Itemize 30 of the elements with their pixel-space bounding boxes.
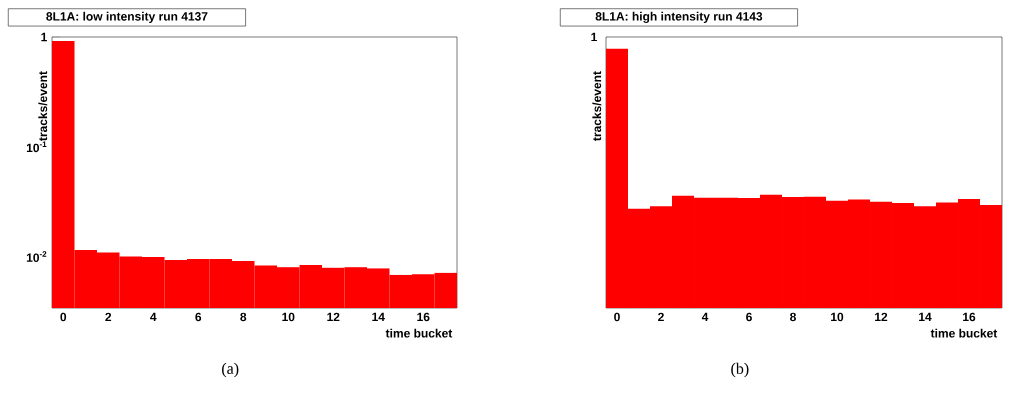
x-tick-label: 8 bbox=[790, 312, 796, 322]
x-tick-label: 12 bbox=[875, 312, 888, 322]
chart-title: 8L1A: high intensity run 4143 bbox=[595, 11, 763, 24]
y-axis-title: tracks/event bbox=[38, 71, 48, 141]
text: (a) bbox=[222, 362, 239, 378]
text: 1 bbox=[591, 32, 597, 42]
y-tick-label: 10$^{-1}$ bbox=[26, 141, 47, 153]
x-tick-label: 10 bbox=[831, 312, 844, 322]
x-tick-label: 0 bbox=[60, 312, 67, 322]
y-tick-label: 1 bbox=[41, 32, 47, 42]
y-tick-label: 10$^{-2}$ bbox=[26, 251, 47, 262]
text: (b) bbox=[731, 362, 749, 378]
y-axis-title: tracks/event bbox=[592, 71, 602, 141]
x-axis-title: time bucket bbox=[385, 328, 453, 338]
x-axis-title: time bucket bbox=[930, 328, 998, 338]
x-tick-label: 14 bbox=[919, 312, 932, 321]
x-tick-label: 2 bbox=[105, 312, 112, 322]
x-tick-label: 4 bbox=[701, 312, 709, 321]
x-tick-label: 4 bbox=[150, 312, 157, 321]
x-tick-label: 16 bbox=[417, 312, 430, 322]
x-tick-label: 0 bbox=[614, 312, 620, 322]
x-tick-label: 2 bbox=[658, 312, 664, 322]
x-tick-label: 6 bbox=[746, 312, 752, 322]
x-tick-label: 16 bbox=[963, 312, 976, 322]
x-tick-label: 12 bbox=[327, 312, 340, 322]
x-tick-label: 14 bbox=[372, 312, 385, 321]
x-tick-label: 8 bbox=[240, 312, 247, 322]
chart-title: 8L1A: low intensity run 4137 bbox=[46, 11, 208, 23]
x-tick-label: 10 bbox=[282, 312, 295, 322]
x-tick-label: 6 bbox=[195, 312, 202, 322]
